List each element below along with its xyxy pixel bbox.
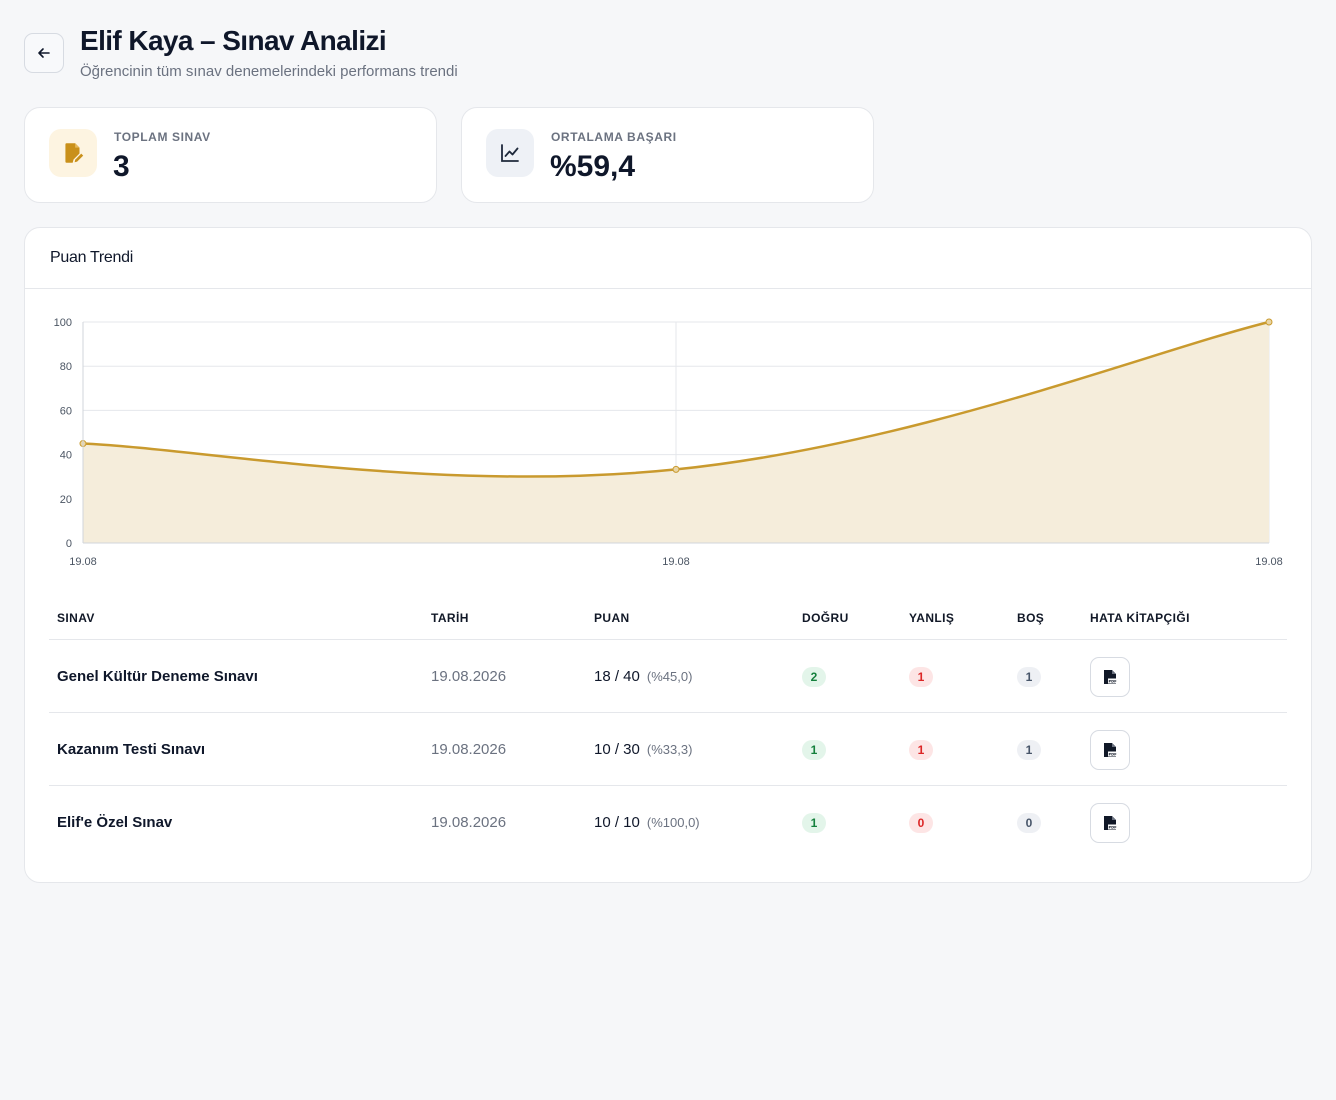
correct-badge: 2: [802, 666, 826, 687]
exam-name: Genel Kültür Deneme Sınavı: [57, 668, 258, 685]
header-exam[interactable]: SINAV: [57, 611, 95, 625]
y-tick-label: 40: [60, 450, 72, 462]
wrong-cell: 0: [909, 786, 933, 859]
header-correct[interactable]: DOĞRU: [802, 611, 849, 625]
exam-date: 19.08.2026: [431, 668, 507, 685]
header-wrong[interactable]: YANLIŞ: [909, 611, 955, 625]
stat-label: ORTALAMA BAŞARI: [551, 130, 677, 144]
score-percent: (%45,0): [646, 669, 693, 684]
y-tick-label: 60: [60, 405, 72, 417]
svg-text:PDF: PDF: [1108, 679, 1117, 683]
blank-badge: 0: [1017, 812, 1041, 833]
data-point: [1265, 318, 1273, 326]
panel-title: Puan Trendi: [50, 249, 133, 266]
score-value: 18 / 40: [594, 668, 640, 685]
blank-cell: 0: [1017, 786, 1041, 859]
blank-cell: 1: [1017, 640, 1041, 713]
line-chart-icon: [486, 129, 534, 177]
pdf-file-icon: PDF: [1104, 815, 1117, 830]
exam-score: 10 / 30 (%33,3): [594, 713, 692, 786]
exam-date: 19.08.2026: [431, 814, 507, 831]
page-subtitle: Öğrencinin tüm sınav denemelerindeki per…: [80, 63, 458, 80]
download-booklet-button[interactable]: PDF: [1090, 729, 1130, 770]
y-tick-label: 80: [60, 361, 72, 373]
header-booklet: HATA KİTAPÇIĞI: [1090, 611, 1190, 625]
table-row: Genel Kültür Deneme Sınavı 19.08.2026 18…: [49, 640, 1287, 713]
back-button[interactable]: [24, 33, 64, 73]
correct-cell: 1: [802, 713, 826, 786]
blank-badge: 1: [1017, 666, 1041, 687]
stat-card-total-exams: TOPLAM SINAV 3: [24, 107, 437, 203]
header-blank[interactable]: BOŞ: [1017, 611, 1045, 625]
x-tick-label: 19.08: [662, 556, 690, 568]
score-trend-chart: 100 80 60 40 20 0 19.08 19.08 19.08: [54, 317, 1283, 568]
wrong-badge: 1: [909, 739, 933, 760]
pdf-file-icon: PDF: [1104, 669, 1117, 684]
score-value: 10 / 10: [594, 814, 640, 831]
x-tick-label: 19.08: [69, 556, 97, 568]
wrong-badge: 0: [909, 812, 933, 833]
series-area: [83, 322, 1269, 543]
score-trend-panel: Puan Trendi 100 80 60 40 20 0 19.08 19.08 19.08 …: [24, 227, 1312, 883]
y-tick-label: 100: [54, 317, 72, 329]
correct-badge: 1: [802, 739, 826, 760]
blank-cell: 1: [1017, 713, 1041, 786]
page-title: Elif Kaya – Sınav Analizi: [80, 25, 387, 56]
exam-score: 10 / 10 (%100,0): [594, 786, 700, 859]
panel-header: Puan Trendi: [25, 228, 1311, 289]
booklet-cell: PDF: [1090, 713, 1130, 786]
y-tick-label: 20: [60, 494, 72, 506]
score-percent: (%100,0): [646, 815, 700, 830]
table-row: Kazanım Testi Sınavı 19.08.2026 10 / 30 …: [49, 713, 1287, 786]
correct-cell: 1: [802, 786, 826, 859]
blank-badge: 1: [1017, 739, 1041, 760]
exam-score: 18 / 40 (%45,0): [594, 640, 692, 713]
arrow-left-icon: [38, 48, 50, 58]
svg-text:PDF: PDF: [1108, 825, 1117, 829]
correct-badge: 1: [802, 812, 826, 833]
stat-value: %59,4: [550, 150, 636, 183]
wrong-badge: 1: [909, 666, 933, 687]
x-tick-label: 19.08: [1255, 556, 1283, 568]
table-row: Elif'e Özel Sınav 19.08.2026 10 / 10 (%1…: [49, 786, 1287, 859]
stat-label: TOPLAM SINAV: [114, 130, 211, 144]
score-value: 10 / 30: [594, 741, 640, 758]
download-booklet-button[interactable]: PDF: [1090, 802, 1130, 843]
table-header: SINAV TARİH PUAN DOĞRU YANLIŞ BOŞ HATA K…: [49, 594, 1287, 640]
exam-name: Elif'e Özel Sınav: [57, 814, 173, 831]
pdf-file-icon: PDF: [1104, 742, 1117, 757]
stat-card-average-success: ORTALAMA BAŞARI %59,4: [461, 107, 874, 203]
header-date[interactable]: TARİH: [431, 611, 469, 625]
score-percent: (%33,3): [646, 742, 693, 757]
download-booklet-button[interactable]: PDF: [1090, 656, 1130, 697]
wrong-cell: 1: [909, 713, 933, 786]
wrong-cell: 1: [909, 640, 933, 713]
exam-table: SINAV TARİH PUAN DOĞRU YANLIŞ BOŞ HATA K…: [49, 594, 1287, 859]
exam-date: 19.08.2026: [431, 741, 507, 758]
document-edit-icon: [49, 129, 97, 177]
booklet-cell: PDF: [1090, 640, 1130, 713]
y-tick-label: 0: [66, 538, 72, 550]
header-score[interactable]: PUAN: [594, 611, 630, 625]
svg-text:PDF: PDF: [1108, 752, 1117, 756]
exam-name: Kazanım Testi Sınavı: [57, 741, 206, 758]
data-point: [672, 465, 680, 473]
stat-value: 3: [113, 150, 130, 183]
booklet-cell: PDF: [1090, 786, 1130, 859]
correct-cell: 2: [802, 640, 826, 713]
